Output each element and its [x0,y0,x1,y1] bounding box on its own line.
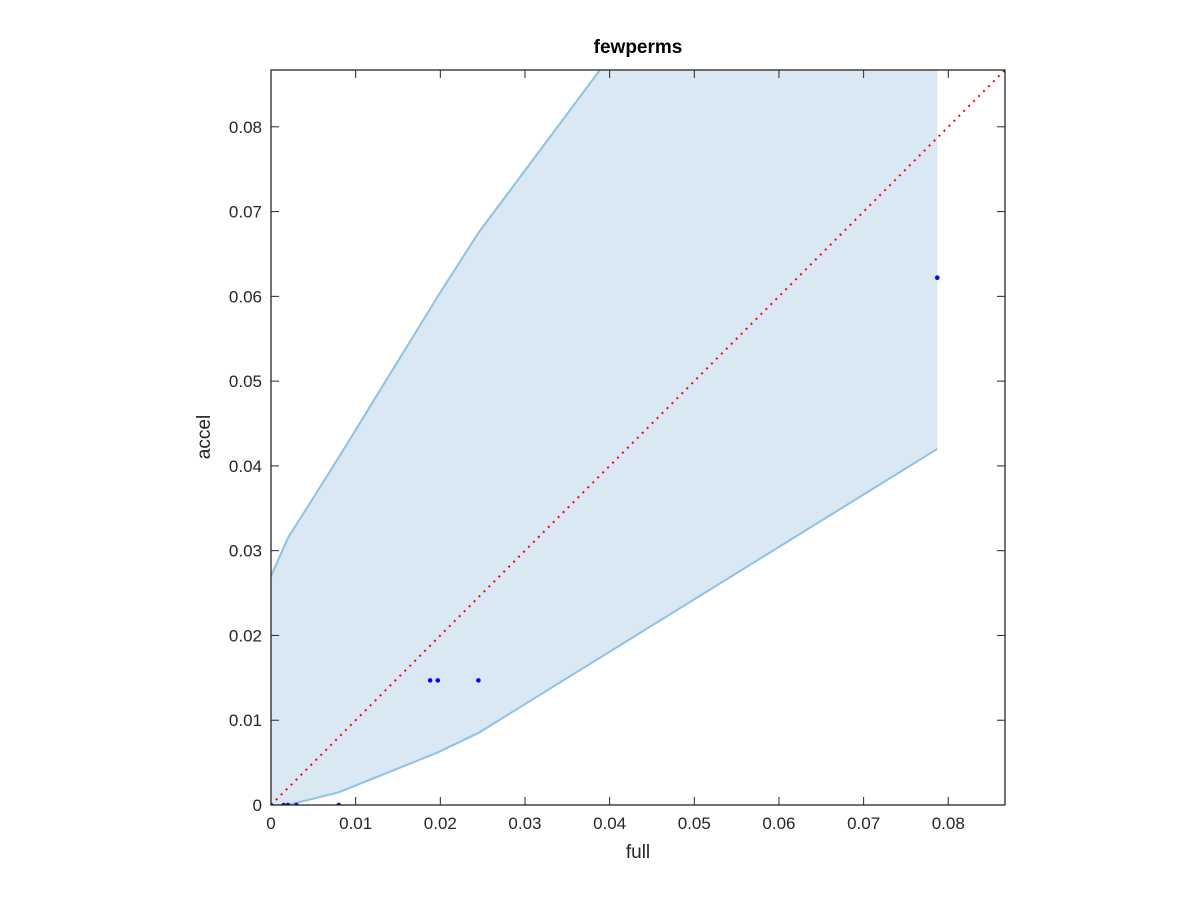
plot-area [271,70,1005,805]
x-tick-label: 0.02 [424,814,457,833]
x-tick-label: 0.03 [508,814,541,833]
x-tick-label: 0 [266,814,275,833]
y-tick-label: 0.05 [229,372,262,391]
x-tick-label: 0.06 [762,814,795,833]
chart-title: fewperms [594,37,683,58]
y-tick-label: 0.07 [229,203,262,222]
confidence-band [271,70,938,805]
band-upper-line [271,70,602,577]
y-tick-label: 0.03 [229,542,262,561]
identity-line [271,70,1005,805]
x-tick-label: 0.04 [593,814,626,833]
data-point [934,275,940,280]
y-tick-label: 0 [253,796,262,815]
y-tick-label: 0.01 [229,711,262,730]
band-lower-line [271,448,938,805]
data-point [435,678,441,683]
y-tick-label: 0.02 [229,626,262,645]
x-tick-label: 0.07 [847,814,880,833]
y-tick-label: 0.06 [229,287,262,306]
axes-box [270,69,1006,806]
y-tick-label: 0.04 [229,457,262,476]
x-axis-label: full [626,842,650,863]
data-point [476,678,481,683]
x-tick-label: 0.08 [932,814,965,833]
y-tick-label: 0.08 [229,118,262,137]
y-axis-label: accel [194,415,215,459]
x-tick-label: 0.05 [678,814,711,833]
x-tick-label: 0.01 [339,814,372,833]
data-point [427,678,433,683]
